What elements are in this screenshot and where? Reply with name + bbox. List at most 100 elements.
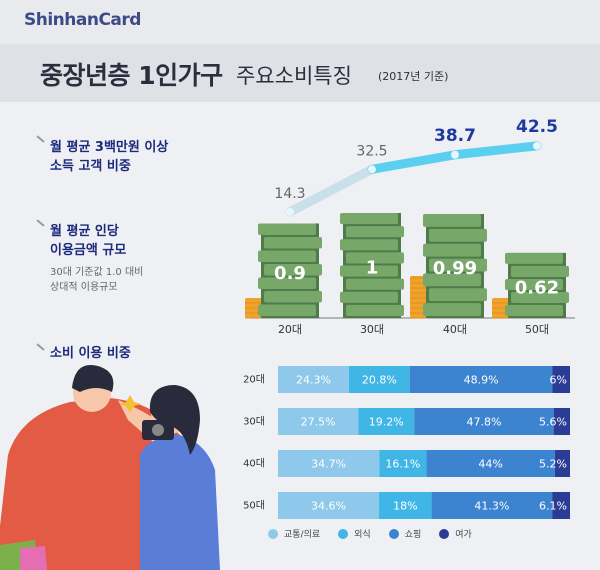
stack-segment [414, 408, 554, 435]
legend-label: 쇼핑 [404, 530, 422, 540]
legend-label: 여가 [455, 530, 472, 540]
consumption-label: 소비 이용 비중 [50, 346, 131, 361]
money-band [423, 273, 481, 287]
legend-item: 여가 [439, 527, 472, 540]
title-year: (2017년 기준) [378, 70, 449, 83]
share-label-line2: 소득 고객 비중 [50, 159, 131, 174]
money-band [258, 223, 316, 235]
stack-segment [553, 408, 570, 435]
legend-dot [439, 528, 450, 539]
bar-category-label: 50대 [525, 323, 549, 336]
legend-item: 외식 [338, 527, 371, 540]
money-band [340, 265, 398, 277]
amount-label-line2: 이용금액 규모 [50, 243, 127, 258]
stack-segment [409, 366, 553, 393]
stack-segment [379, 450, 427, 477]
legend-dot [268, 528, 278, 539]
stack-value-label: 19.2% [369, 416, 404, 429]
line-chart: 14.3 32.5 38.7 42.5 [274, 117, 558, 217]
money-band [505, 278, 563, 290]
bar-value-label: 0.9 [274, 263, 306, 284]
line-point [451, 150, 459, 159]
money-band [264, 237, 322, 249]
title-band [0, 44, 600, 102]
money-band [429, 288, 487, 302]
bar-chart: 0.9 20대 1 30대 0.99 40대 0.62 50대 [245, 213, 575, 336]
money-band [423, 214, 481, 227]
page-subtitle: 주요소비특징 [236, 64, 352, 88]
amount-note-line2: 상대적 이용규모 [50, 282, 118, 293]
money-band [423, 243, 481, 257]
stack-value-label: 6.1% [539, 500, 567, 513]
stack-segment [278, 366, 349, 393]
stack-category-label: 40대 [243, 458, 265, 470]
legend-dot [388, 528, 399, 539]
page-title: 중장년층 1인가구 [40, 61, 223, 90]
bar-category-label: 30대 [360, 323, 384, 336]
money-band [505, 304, 563, 316]
stack-value-label: 20.8% [362, 374, 397, 387]
legend-label: 외식 [354, 530, 371, 540]
legend-dot [338, 528, 349, 539]
line-point [286, 207, 294, 216]
stack-value-label: 6% [550, 374, 567, 387]
stack-segment [431, 492, 553, 519]
money-band [264, 291, 322, 303]
money-band [258, 304, 316, 316]
stack-value-label: 34.6% [311, 500, 346, 513]
amount-label: 월 평균 인당 이용금액 규모 [50, 222, 126, 260]
stack-category-label: 50대 [243, 500, 265, 512]
stack-segment [358, 408, 415, 435]
stack-value-label: 5.6% [539, 416, 567, 429]
stack-category-label: 20대 [243, 374, 265, 386]
stack-segment [552, 366, 570, 393]
stack-value-label: 48.9% [464, 374, 499, 387]
stack-value-label: 24.3% [296, 374, 331, 387]
money-band [346, 252, 404, 264]
amount-note: 30대 기준값 1.0 대비 상대적 이용규모 [50, 265, 143, 295]
line-segment [285, 164, 377, 217]
money-band [346, 304, 404, 316]
stack-value-label: 34.7% [311, 458, 346, 471]
money-band [258, 250, 316, 262]
stack-value-label: 27.5% [301, 416, 336, 429]
legend: 교통/의료 외식 쇼핑 여가 [268, 527, 472, 540]
amount-note-line1: 30대 기준값 1.0 대비 [50, 267, 144, 278]
share-label: 월 평균 3백만원 이상 소득 고객 비중 [50, 138, 168, 176]
stack-segment [426, 450, 555, 477]
stack-category-label: 30대 [243, 416, 265, 428]
money-band [511, 291, 569, 303]
money-band [429, 228, 487, 242]
money-band [429, 258, 487, 272]
stack-segment [278, 492, 380, 519]
stack-value-label: 16.1% [385, 458, 420, 471]
stack-segment [348, 366, 410, 393]
bar-category-label: 20대 [278, 323, 302, 336]
amount-label-line1: 월 평균 인당 [50, 224, 119, 239]
legend-label: 교통/의료 [284, 530, 321, 540]
legend-item: 쇼핑 [388, 527, 422, 540]
stack-segment [552, 492, 570, 519]
bar-value-label: 0.99 [433, 258, 477, 279]
stack-segment [379, 492, 432, 519]
bar-category-label: 40대 [443, 323, 467, 336]
line-value-label: 32.5 [356, 143, 387, 159]
money-band [264, 264, 322, 276]
bar-value-label: 0.62 [515, 277, 559, 298]
money-band [346, 278, 404, 290]
line-value-label: 38.7 [434, 126, 476, 146]
bar-value-label: 1 [366, 258, 379, 279]
legend-item: 교통/의료 [268, 527, 320, 540]
line-value-label: 14.3 [274, 186, 305, 202]
people-illustration [0, 364, 220, 570]
money-band [340, 291, 398, 303]
money-band [505, 252, 563, 264]
brand-logo: ShinhanCard [24, 10, 141, 30]
stack-value-label: 44% [478, 458, 502, 471]
stack-value-label: 47.8% [466, 416, 501, 429]
stacked-bar-chart: 20대 24.3% 20.8% 48.9% 6% 30대 27.5% 19.2% 47.8% 5.… [243, 366, 570, 519]
money-band [258, 277, 316, 289]
line-value-label: 42.5 [516, 117, 558, 137]
stack-segment [278, 408, 359, 435]
